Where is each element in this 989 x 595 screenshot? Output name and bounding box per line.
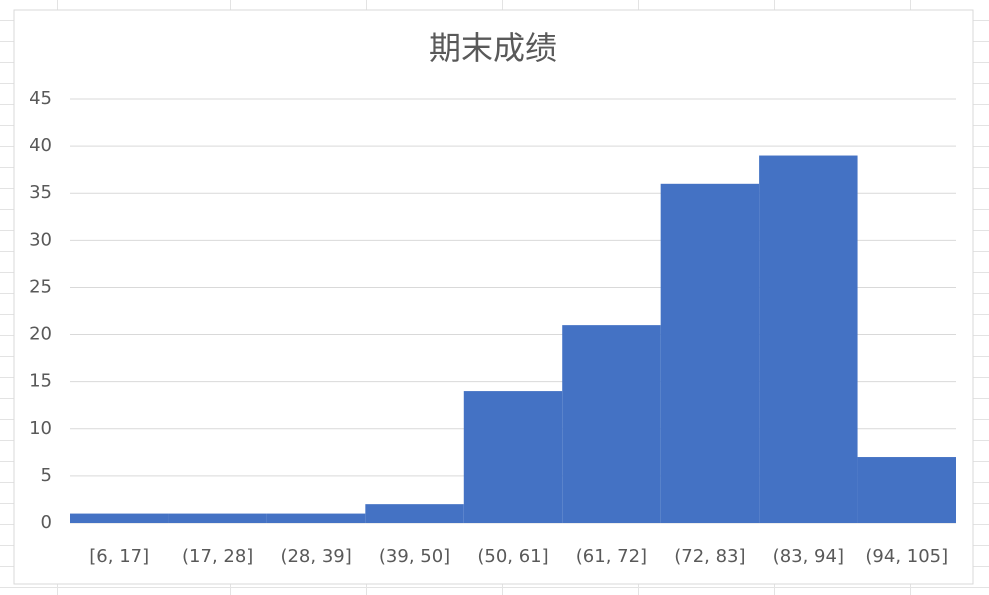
x-tick-label: (72, 83] (674, 546, 745, 567)
y-tick-label: 40 (29, 135, 52, 156)
bar (365, 504, 464, 523)
bar (857, 457, 956, 523)
y-tick-label: 15 (29, 371, 52, 392)
y-tick-label: 30 (29, 229, 52, 250)
bar (562, 325, 661, 523)
bar (660, 183, 760, 524)
x-tick-label: (83, 94] (773, 546, 844, 567)
bar (463, 391, 563, 523)
chart-title: 期末成绩 (429, 29, 557, 67)
bar (168, 513, 267, 523)
x-tick-label: (17, 28] (182, 546, 253, 567)
bar (70, 513, 169, 523)
y-tick-label: 10 (29, 418, 52, 439)
y-tick-label: 0 (41, 512, 52, 533)
y-tick-label: 35 (29, 182, 52, 203)
y-tick-label: 5 (41, 465, 52, 486)
x-tick-label: (39, 50] (379, 546, 450, 567)
bar (266, 513, 366, 523)
y-tick-label: 45 (29, 88, 52, 109)
x-tick-label: (61, 72] (576, 546, 647, 567)
x-tick-label: (28, 39] (280, 546, 351, 567)
y-tick-label: 20 (29, 324, 52, 345)
x-tick-label: [6, 17] (89, 546, 149, 567)
bar (759, 155, 858, 524)
x-tick-label: (50, 61] (477, 546, 548, 567)
x-tick-label: (94, 105] (865, 546, 948, 567)
y-tick-label: 25 (29, 276, 52, 297)
